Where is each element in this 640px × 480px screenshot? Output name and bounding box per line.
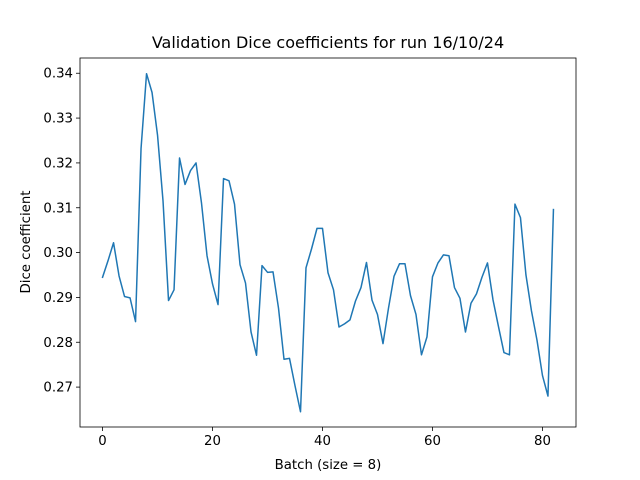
y-axis-label: Dice coefficient: [19, 191, 34, 294]
dice-series-line: [101, 72, 555, 413]
y-tick-label: 0.29: [43, 291, 73, 306]
y-tick-label: 0.27: [43, 381, 73, 396]
plot-frame: [79, 57, 577, 428]
y-tick-label: 0.34: [43, 67, 73, 82]
y-tick-label: 0.30: [43, 246, 73, 261]
y-tick-label: 0.32: [43, 156, 73, 171]
chart-title: Validation Dice coefficients for run 16/…: [152, 33, 504, 52]
y-axis: 0.27 0.28 0.29 0.30 0.31 0.32 0.33 0.34: [43, 67, 80, 396]
plot-area: [80, 58, 576, 427]
y-tick-label: 0.31: [43, 201, 73, 216]
y-tick-label: 0.33: [43, 112, 73, 127]
x-axis-label: Batch (size = 8): [275, 458, 382, 473]
x-tick-label: 20: [204, 434, 221, 449]
x-tick-label: 40: [314, 434, 331, 449]
y-tick-label: 0.28: [43, 336, 73, 351]
x-tick-label: 80: [534, 434, 551, 449]
x-axis: 0 20 40 60 80: [98, 427, 551, 449]
x-tick-label: 0: [98, 434, 106, 449]
x-tick-label: 60: [424, 434, 441, 449]
